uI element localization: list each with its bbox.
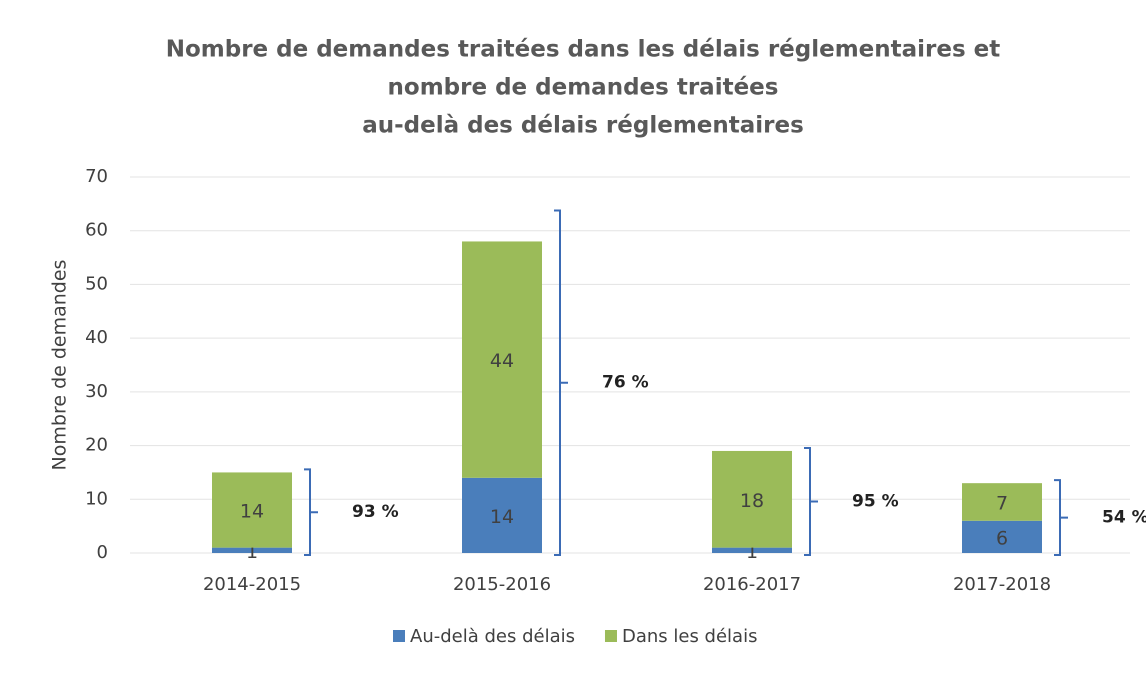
- bar-segment: [712, 547, 792, 553]
- bar-segment: [212, 472, 292, 548]
- y-tick-label: 0: [97, 542, 108, 563]
- chart-title: au-delà des délais réglementaires: [362, 113, 804, 139]
- bracket: [804, 446, 818, 556]
- bar-segment: [462, 477, 542, 553]
- annotation: 93 %: [352, 502, 399, 522]
- data-label: 18: [740, 490, 764, 512]
- y-tick-label: 20: [85, 435, 108, 456]
- data-label: 44: [490, 350, 514, 372]
- bracket: [304, 468, 318, 556]
- y-tick-label: 10: [85, 488, 108, 509]
- chart-title: nombre de demandes traitées: [388, 75, 779, 101]
- chart-title: Nombre de demandes traitées dans les dél…: [166, 37, 1001, 63]
- x-tick-label: 2016-2017: [703, 574, 801, 595]
- y-tick-label: 60: [85, 220, 108, 241]
- annotation: 76 %: [602, 373, 649, 393]
- legend-label: Dans les délais: [622, 626, 757, 647]
- y-tick-label: 50: [85, 273, 108, 294]
- y-axis-label: Nombre de demandes: [49, 260, 71, 471]
- y-tick-label: 70: [85, 166, 108, 187]
- data-label: 6: [996, 527, 1008, 549]
- annotation: 54 %: [1102, 508, 1146, 528]
- bar-segment: [462, 241, 542, 478]
- x-tick-label: 2017-2018: [953, 574, 1051, 595]
- x-tick-label: 2014-2015: [203, 574, 301, 595]
- data-label: 7: [996, 492, 1008, 514]
- bar-segment: [212, 547, 292, 553]
- legend-swatch: [393, 630, 405, 642]
- bar-segment: [962, 483, 1042, 521]
- bracket: [1054, 479, 1068, 556]
- annotation: 95 %: [852, 491, 899, 511]
- bar-segment: [962, 520, 1042, 553]
- legend-label: Au-delà des délais: [410, 626, 575, 647]
- data-label: 14: [490, 506, 514, 528]
- y-tick-label: 40: [85, 327, 108, 348]
- legend-swatch: [604, 630, 617, 642]
- bar-segment: [712, 450, 792, 548]
- x-tick-label: 2015-2016: [453, 574, 551, 595]
- y-tick-label: 30: [85, 381, 108, 402]
- data-label: 14: [240, 501, 264, 523]
- bracket: [554, 209, 568, 556]
